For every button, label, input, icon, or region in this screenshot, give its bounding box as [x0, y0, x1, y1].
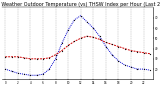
- Title: Milwaukee Weather Outdoor Temperature (vs) THSW Index per Hour (Last 24 Hours): Milwaukee Weather Outdoor Temperature (v…: [0, 2, 160, 7]
